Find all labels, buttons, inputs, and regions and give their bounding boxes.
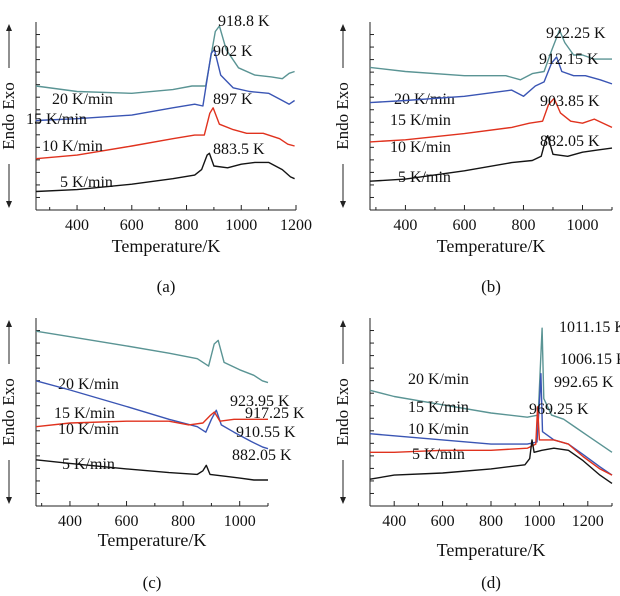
series-line-10k-min <box>35 411 268 428</box>
x-tick-label: 800 <box>171 513 195 530</box>
x-tick-label: 1200 <box>572 513 604 530</box>
y-axis-title: Endo Exo <box>0 378 18 446</box>
exo-arrow-head <box>6 24 12 31</box>
peak-temperature-label: 917.25 K <box>245 405 305 422</box>
x-tick-label: 800 <box>511 217 535 234</box>
x-tick-label: 400 <box>65 217 89 234</box>
series-label: 15 K/min <box>408 399 469 416</box>
series-label: 15 K/min <box>26 111 87 128</box>
panel-caption: (d) <box>481 573 501 592</box>
series-label: 20 K/min <box>52 91 113 108</box>
series-label: 5 K/min <box>412 446 465 463</box>
y-axis-title: Endo Exo <box>333 378 352 446</box>
series-line-20k-min <box>35 25 295 94</box>
exo-arrow-head <box>340 320 346 327</box>
peak-temperature-label: 902 K <box>213 43 253 60</box>
series-line-10k-min <box>35 107 295 160</box>
panel-a: 400 600 800 1000 1200 Temperature/K Endo Exo 20… <box>0 13 312 296</box>
x-tick-label: 400 <box>58 513 82 530</box>
series-label: 10 K/min <box>390 139 451 156</box>
panel-caption: (b) <box>481 277 501 296</box>
series-line-5k-min <box>35 459 268 481</box>
series-line-5k-min <box>35 152 295 193</box>
series-label: 5 K/min <box>398 169 451 186</box>
series-line-10k-min <box>370 406 613 476</box>
series-line-20k-min <box>369 29 612 81</box>
x-axis-title: Temperature/K <box>437 540 546 560</box>
endo-arrow-head <box>340 497 346 504</box>
x-tick-label: 400 <box>393 217 417 234</box>
panel-caption: (c) <box>143 573 162 592</box>
y-axis-title: Endo Exo <box>333 82 352 150</box>
x-tick-label: 800 <box>479 513 503 530</box>
series-label: 10 K/min <box>42 138 103 155</box>
series-line-15k-min <box>35 48 295 122</box>
series-label: 15 K/min <box>390 112 451 129</box>
series-label: 5 K/min <box>60 174 113 191</box>
peak-temperature-label: 992.65 K <box>554 374 614 391</box>
peak-temperature-label: 910.55 K <box>236 424 296 441</box>
peak-temperature-label: 1006.15 K <box>560 351 620 368</box>
peak-temperature-label: 882.05 K <box>540 133 600 150</box>
exo-arrow-head <box>340 24 346 31</box>
series-label: 20 K/min <box>58 376 119 393</box>
series-label: 15 K/min <box>54 405 115 422</box>
x-tick-label: 1000 <box>523 513 555 530</box>
series-label: 5 K/min <box>62 456 115 473</box>
x-tick-label: 600 <box>120 217 144 234</box>
endo-arrow-head <box>6 201 12 208</box>
x-tick-label: 1000 <box>566 217 598 234</box>
series-label: 10 K/min <box>408 421 469 438</box>
peak-temperature-label: 912.15 K <box>539 51 599 68</box>
x-tick-label: 400 <box>382 513 406 530</box>
exo-arrow-head <box>6 320 12 327</box>
series-line-20k-min <box>35 330 269 384</box>
peak-temperature-label: 883.5 K <box>213 141 265 158</box>
panel-c: 400 600 800 1000 Temperature/K Endo Exo 20 K/m… <box>0 318 305 592</box>
x-tick-label: 600 <box>452 217 476 234</box>
series-line-10k-min <box>369 97 613 143</box>
endo-arrow-head <box>340 201 346 208</box>
series-line-15k-min <box>369 56 613 104</box>
x-tick-label: 1000 <box>225 217 257 234</box>
series-line-15k-min <box>35 380 269 450</box>
x-axis-title: Temperature/K <box>98 530 207 550</box>
peak-temperature-label: 969.25 K <box>529 401 589 418</box>
peak-temperature-label: 882.05 K <box>232 447 292 464</box>
x-tick-label: 600 <box>431 513 455 530</box>
peak-temperature-label: 897 K <box>213 91 253 108</box>
endo-arrow-head <box>6 497 12 504</box>
peak-temperature-label: 918.8 K <box>218 13 270 30</box>
panel-caption: (a) <box>157 277 176 296</box>
peak-temperature-label: 922.25 K <box>546 25 606 42</box>
peak-temperature-label: 903.85 K <box>540 93 600 110</box>
series-line-20k-min <box>369 327 613 453</box>
panel-d: 400 600 800 1000 1200 Temperature/K Endo Exo 20… <box>333 318 620 592</box>
x-tick-label: 800 <box>175 217 199 234</box>
series-line-5k-min <box>369 135 613 182</box>
x-axis-title: Temperature/K <box>437 236 546 256</box>
series-label: 10 K/min <box>58 421 119 438</box>
x-tick-label: 1200 <box>280 217 312 234</box>
peak-temperature-label: 1011.15 K <box>559 319 620 336</box>
series-label: 20 K/min <box>408 371 469 388</box>
x-tick-label: 600 <box>115 513 139 530</box>
series-line-5k-min <box>369 439 613 484</box>
y-axis-title: Endo Exo <box>0 82 18 150</box>
series-line-15k-min <box>369 373 613 476</box>
x-axis-title: Temperature/K <box>112 236 221 256</box>
peak-temperature-label: 923.95 K <box>230 393 290 410</box>
x-tick-label: 1000 <box>224 513 256 530</box>
